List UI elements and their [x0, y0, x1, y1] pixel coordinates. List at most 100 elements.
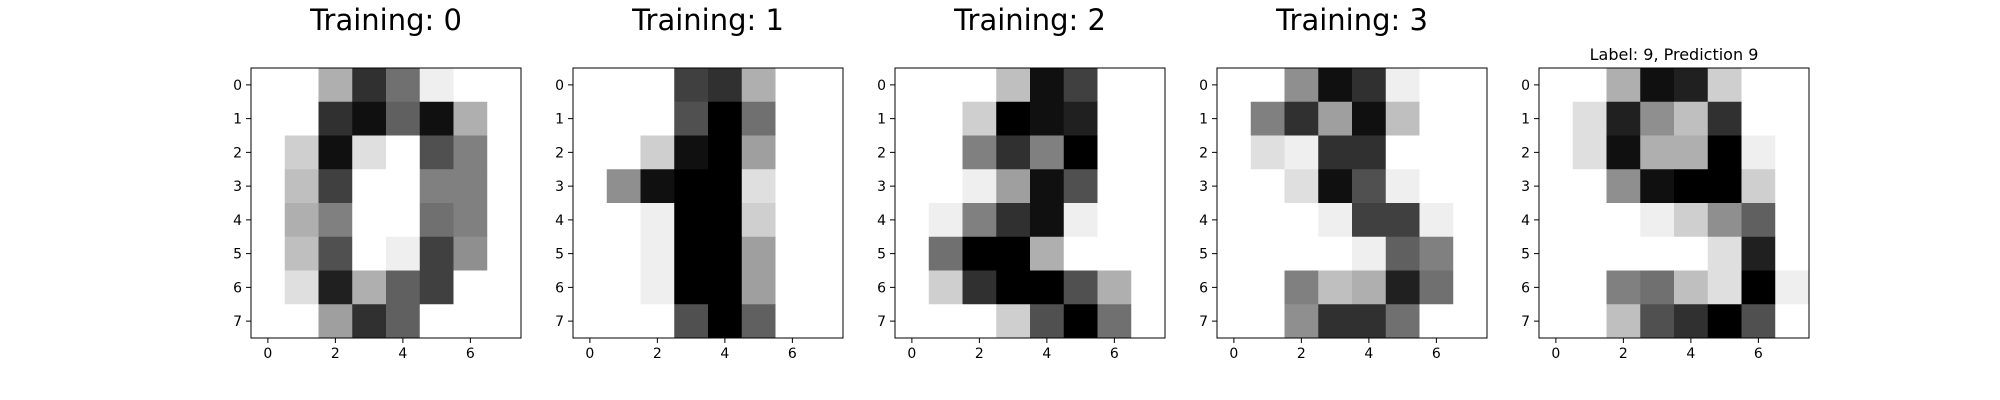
pixel-cell	[1250, 169, 1285, 204]
pixel-cell	[1030, 304, 1065, 339]
pixel-cell	[1741, 135, 1776, 170]
pixel-cell	[1572, 304, 1607, 339]
pixel-cell	[1606, 270, 1641, 305]
pixel-cell	[1063, 304, 1098, 339]
pixel-cell	[1419, 101, 1454, 136]
y-tick-label: 2	[555, 145, 564, 161]
pixel-cell	[996, 169, 1031, 204]
pixel-cell	[606, 68, 641, 103]
y-tick-label: 3	[1199, 179, 1208, 195]
pixel-cell	[1453, 169, 1488, 204]
axes-frame	[1216, 67, 1488, 339]
pixel-cell	[453, 101, 488, 136]
pixel-cell	[1741, 203, 1776, 238]
y-tick-label: 5	[877, 247, 886, 263]
pixel-cell	[386, 270, 421, 305]
pixel-cell	[1674, 270, 1709, 305]
pixel-cell	[1606, 68, 1641, 103]
pixel-cell	[1572, 169, 1607, 204]
pixel-cell	[453, 203, 488, 238]
y-tick-label: 1	[555, 112, 564, 128]
pixel-cell	[1250, 135, 1285, 170]
pixel-cell	[1250, 270, 1285, 305]
pixel-cell	[1352, 203, 1387, 238]
pixel-cell	[1131, 236, 1166, 271]
pixel-cell	[674, 68, 709, 103]
x-tick-label: 6	[466, 346, 475, 362]
axes-frame	[572, 67, 844, 339]
pixel-cell	[775, 169, 810, 204]
pixel-cell	[1318, 68, 1353, 103]
y-tick-label: 1	[233, 112, 242, 128]
panel-title: Training: 0	[309, 3, 462, 37]
pixel-cell	[1674, 304, 1709, 339]
pixel-cell	[674, 304, 709, 339]
pixel-cell	[1030, 68, 1065, 103]
pixel-cell	[1030, 203, 1065, 238]
pixel-cell	[1775, 203, 1810, 238]
panel-title: Training: 2	[953, 3, 1106, 37]
axes-frame	[894, 67, 1166, 339]
pixel-cell	[1539, 135, 1574, 170]
pixel-cell	[1385, 68, 1420, 103]
pixel-cell	[1217, 304, 1252, 339]
pixel-cell	[1217, 135, 1252, 170]
pixel-cell	[1063, 68, 1098, 103]
pixel-cell	[453, 236, 488, 271]
pixel-cell	[1775, 169, 1810, 204]
y-tick-label: 6	[233, 280, 242, 296]
pixel-cell	[1419, 68, 1454, 103]
pixel-cell	[775, 236, 810, 271]
pixel-cell	[1352, 68, 1387, 103]
pixel-cell	[573, 68, 608, 103]
x-tick-label: 4	[1364, 346, 1373, 362]
pixel-cell	[1284, 236, 1319, 271]
panel-title: Training: 1	[631, 3, 784, 37]
pixel-cell	[1419, 304, 1454, 339]
pixel-cell	[386, 68, 421, 103]
pixel-cell	[1539, 68, 1574, 103]
x-tick-label: 6	[1432, 346, 1441, 362]
pixel-cell	[1097, 68, 1132, 103]
pixel-cell	[775, 203, 810, 238]
pixel-cell	[962, 135, 997, 170]
pixel-cell	[606, 236, 641, 271]
pixel-cell	[1318, 236, 1353, 271]
pixel-cell	[809, 68, 844, 103]
pixel-cell	[606, 101, 641, 136]
pixel-cell	[1419, 203, 1454, 238]
y-tick-label: 1	[1199, 112, 1208, 128]
pixel-cell	[1352, 101, 1387, 136]
y-tick-label: 4	[233, 213, 242, 229]
panel-0: Training: 0 0 2 4 6 0 1 2 3 4 5 6 7	[233, 3, 522, 362]
pixel-cell	[1385, 169, 1420, 204]
x-tick-label: 4	[398, 346, 407, 362]
pixel-cell	[640, 236, 675, 271]
y-tick-label: 3	[877, 179, 886, 195]
pixel-cell	[352, 101, 387, 136]
pixel-cell	[1572, 270, 1607, 305]
pixel-cell	[386, 304, 421, 339]
pixel-cell	[809, 101, 844, 136]
y-tick-label: 0	[555, 78, 564, 94]
pixel-cell	[775, 101, 810, 136]
pixel-cell	[741, 203, 776, 238]
pixel-cell	[1741, 101, 1776, 136]
pixel-cell	[708, 203, 743, 238]
x-tick-label: 4	[1686, 346, 1695, 362]
pixel-cell	[674, 101, 709, 136]
panel-4: Label: 9, Prediction 9 0 2 4 6 0 1 2 3 4 5 6 7	[1521, 45, 1810, 362]
pixel-cell	[386, 135, 421, 170]
pixel-cell	[1097, 169, 1132, 204]
pixel-cell	[352, 236, 387, 271]
pixel-cell	[1284, 169, 1319, 204]
pixel-cell	[809, 304, 844, 339]
pixel-cell	[741, 304, 776, 339]
pixel-cell	[895, 270, 930, 305]
pixel-cell	[1453, 68, 1488, 103]
y-tick-label: 7	[1199, 314, 1208, 330]
y-tick-label: 5	[1521, 247, 1530, 263]
pixel-cell	[674, 270, 709, 305]
pixel-cell	[1063, 203, 1098, 238]
